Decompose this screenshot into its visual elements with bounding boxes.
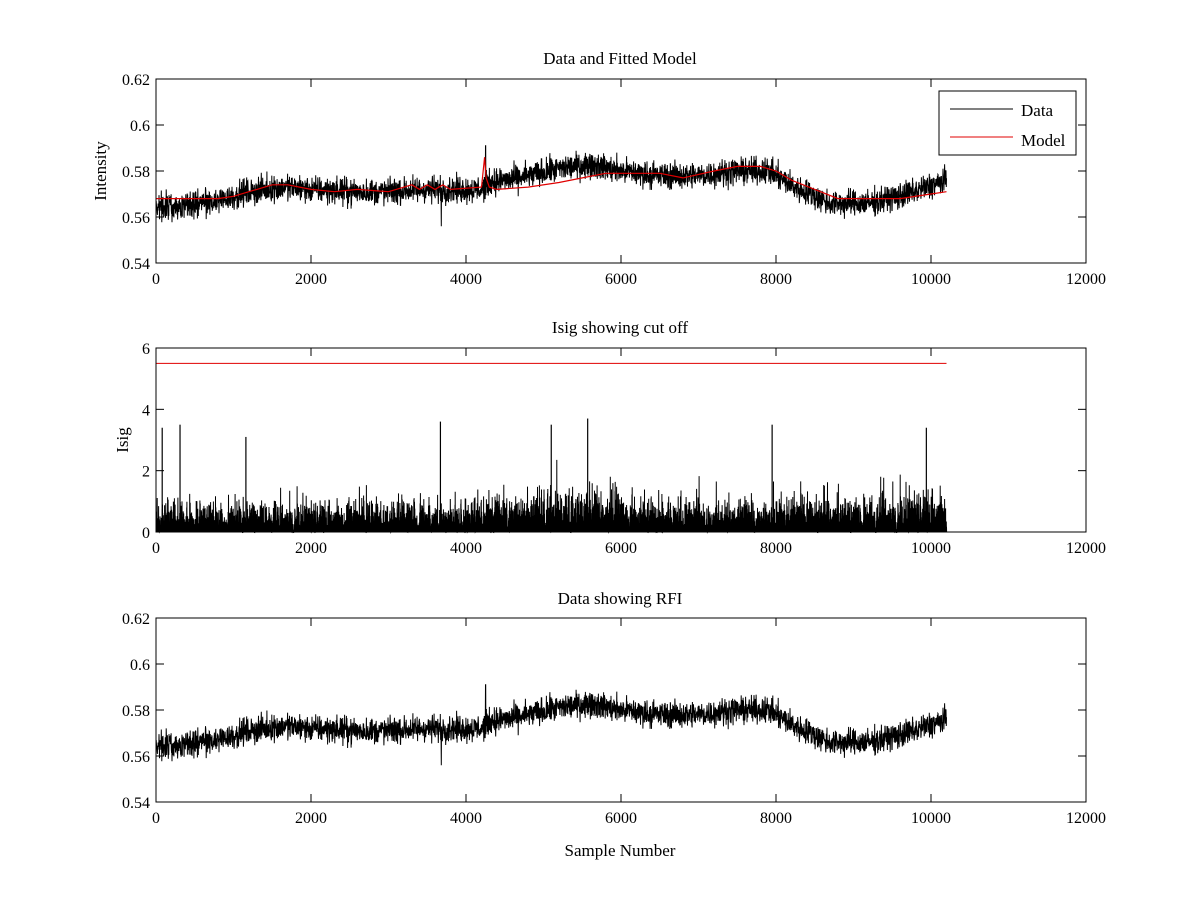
panel3-plot-area	[155, 684, 947, 766]
panel1-ticks: 0 2000 4000 6000 8000 10000 12000 0.54 0.56 0.58 0…	[122, 72, 1106, 288]
x-tick-label: 0	[152, 271, 160, 288]
panel1-legend: Data Model	[938, 90, 1077, 156]
series-data-line	[155, 145, 947, 227]
panel-data-and-fitted-model: Data and Fitted Model Intensity 0 2000 400…	[91, 49, 1106, 288]
panel2-ticks: 0 2000 4000 6000 8000 10000 12000 0 2 4 6	[142, 341, 1106, 557]
x-tick-label: 0	[152, 810, 160, 827]
panel2-ylabel: Isig	[113, 427, 132, 453]
y-tick-label: 0.56	[122, 210, 150, 227]
y-tick-label: 0.6	[130, 118, 150, 135]
x-tick-label: 10000	[911, 271, 951, 288]
panel-isig-showing-cut-off: Isig showing cut off Isig 0 2000 4000 6000 8…	[113, 318, 1106, 557]
x-tick-label: 0	[152, 540, 160, 557]
x-tick-label: 4000	[450, 540, 482, 557]
x-tick-label: 10000	[911, 540, 951, 557]
y-tick-label: 6	[142, 341, 150, 358]
y-tick-label: 0.58	[122, 703, 150, 720]
x-tick-label: 2000	[295, 810, 327, 827]
x-tick-label: 8000	[760, 271, 792, 288]
x-tick-label: 4000	[450, 810, 482, 827]
y-tick-label: 0.62	[122, 611, 150, 628]
panel1-axes-frame	[155, 78, 1087, 264]
x-tick-label: 6000	[605, 810, 637, 827]
x-tick-label: 2000	[295, 540, 327, 557]
x-tick-label: 2000	[295, 271, 327, 288]
x-tick-label: 12000	[1066, 540, 1106, 557]
y-tick-label: 0.58	[122, 164, 150, 181]
x-tick-label: 10000	[911, 810, 951, 827]
panel3-axes-frame	[155, 617, 1087, 803]
panel2-axes-frame	[155, 347, 1087, 533]
panel3-title: Data showing RFI	[558, 589, 683, 608]
legend-box	[938, 90, 1077, 156]
y-tick-label: 0.56	[122, 749, 150, 766]
y-tick-label: 0.62	[122, 72, 150, 89]
panel1-title: Data and Fitted Model	[543, 49, 697, 68]
y-tick-label: 0.54	[122, 795, 150, 812]
x-tick-label: 6000	[605, 271, 637, 288]
y-tick-label: 2	[142, 464, 150, 481]
y-tick-label: 0.54	[122, 256, 150, 273]
legend-label-model: Model	[1021, 131, 1066, 150]
y-tick-label: 0.6	[130, 657, 150, 674]
x-tick-label: 6000	[605, 540, 637, 557]
x-tick-label: 8000	[760, 810, 792, 827]
panel3-xlabel: Sample Number	[565, 841, 676, 860]
panel1-plot-area	[155, 145, 947, 227]
series-model-line	[156, 157, 947, 200]
x-tick-label: 8000	[760, 540, 792, 557]
panel-data-showing-rfi: Data showing RFI Sample Number 0 2000 4000…	[122, 589, 1106, 860]
legend-label-data: Data	[1021, 101, 1054, 120]
panel2-title: Isig showing cut off	[552, 318, 688, 337]
series-rfi-data-line	[155, 684, 947, 766]
x-tick-label: 12000	[1066, 810, 1106, 827]
panel1-ylabel: Intensity	[91, 141, 110, 201]
x-tick-label: 12000	[1066, 271, 1106, 288]
y-tick-label: 4	[142, 402, 150, 419]
y-tick-label: 0	[142, 525, 150, 542]
panel3-ticks: 0 2000 4000 6000 8000 10000 12000 0.54 0.56 0.58 0…	[122, 611, 1106, 827]
x-tick-label: 4000	[450, 271, 482, 288]
